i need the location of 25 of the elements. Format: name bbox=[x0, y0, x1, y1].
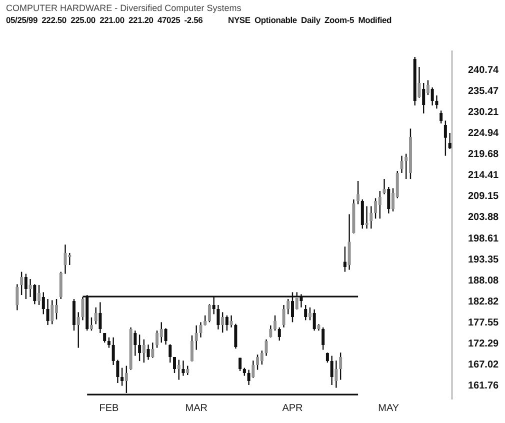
x-tick-label: MAR bbox=[185, 402, 208, 414]
chart-subtitle: 05/25/99 222.50 225.00 221.00 221.20 47025 -2.56 bbox=[6, 15, 203, 26]
y-tick-label: 188.08 bbox=[468, 275, 500, 286]
y-tick-label: 203.88 bbox=[468, 212, 500, 224]
y-tick-label: 214.41 bbox=[468, 170, 500, 182]
y-tick-label: 193.35 bbox=[468, 254, 500, 266]
x-tick-label: FEB bbox=[99, 402, 120, 414]
x-tick-label: APR bbox=[282, 402, 303, 414]
y-tick-label: 224.94 bbox=[468, 128, 500, 139]
y-tick-label: 182.82 bbox=[468, 296, 500, 308]
text: NYSE Optionable Daily Zoom-5 Modified bbox=[228, 15, 392, 26]
y-tick-label: 161.76 bbox=[468, 380, 500, 392]
candlestick bbox=[182, 360, 185, 376]
y-tick-label: 235.47 bbox=[468, 86, 500, 97]
chart-title: COMPUTER HARDWARE - Diversified Computer Systems bbox=[6, 3, 242, 14]
y-tick-label: 230.21 bbox=[468, 106, 500, 118]
y-tick-label: 172.29 bbox=[468, 338, 500, 350]
candlestick bbox=[28, 279, 32, 297]
x-tick-label: MAY bbox=[378, 402, 400, 414]
y-tick-label: 198.61 bbox=[468, 233, 500, 244]
y-tick-label: 167.02 bbox=[468, 360, 500, 371]
y-tick-label: 219.68 bbox=[468, 149, 500, 160]
y-tick-label: 177.55 bbox=[468, 318, 500, 329]
y-tick-label: 240.74 bbox=[468, 64, 500, 76]
y-tick-label: 209.15 bbox=[468, 191, 500, 202]
